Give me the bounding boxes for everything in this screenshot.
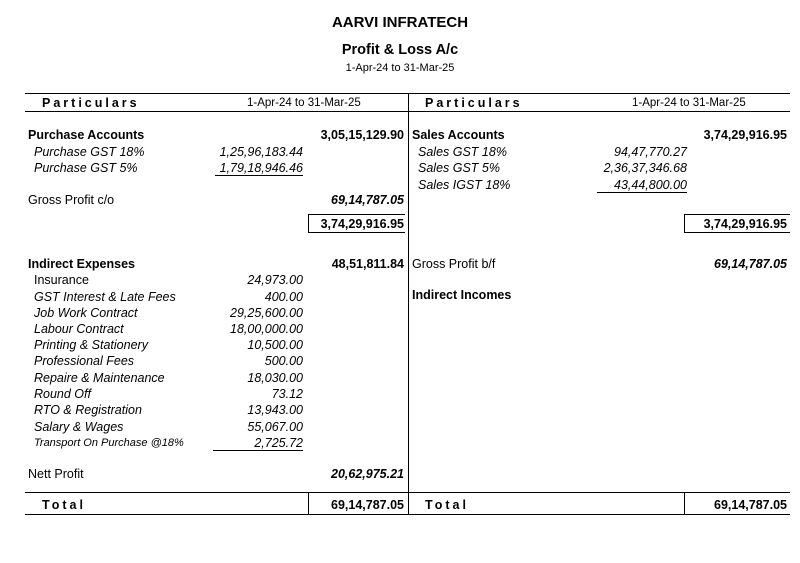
sub-amount: 400.00 — [264, 290, 303, 304]
sub-amount: 13,943.00 — [247, 403, 303, 417]
row-label: Indirect Incomes — [412, 288, 512, 302]
amount: 69,14,787.05 — [331, 193, 404, 207]
row-label: Round Off — [34, 387, 91, 401]
row-label: Sales GST 5% — [418, 161, 500, 175]
total-label: Total — [425, 498, 469, 512]
row-label: Transport On Purchase @18% — [34, 437, 184, 449]
total-label: Total — [42, 498, 86, 512]
sub-amount: 1,25,96,183.44 — [219, 145, 303, 159]
row-label: Salary & Wages — [34, 420, 124, 434]
sub-amount: 1,79,18,946.46 — [219, 161, 303, 175]
row-label: Purchase Accounts — [28, 128, 145, 142]
sub-amount: 2,36,37,346.68 — [603, 161, 687, 175]
column-header: Particulars — [42, 96, 140, 110]
row-label: Professional Fees — [34, 354, 135, 368]
column-header: 1-Apr-24 to 31-Mar-25 — [247, 97, 361, 109]
amount: 3,05,15,129.90 — [320, 128, 404, 142]
sub-amount: 18,030.00 — [247, 371, 303, 385]
sub-amount: 500.00 — [264, 354, 303, 368]
amount: 69,14,787.05 — [714, 257, 787, 271]
total-amount: 69,14,787.05 — [714, 498, 787, 512]
sub-amount: 2,725.72 — [254, 436, 303, 450]
row-label: RTO & Registration — [34, 403, 142, 417]
row-label: Purchase GST 5% — [34, 161, 138, 175]
report-title: Profit & Loss A/c — [341, 42, 459, 58]
sub-amount: 43,44,800.00 — [614, 178, 687, 192]
row-label: Repaire & Maintenance — [34, 371, 165, 385]
row-label: Printing & Stationery — [34, 338, 148, 352]
sub-amount: 73.12 — [271, 387, 303, 401]
sub-amount: 55,067.00 — [247, 420, 303, 434]
sub-amount: 10,500.00 — [247, 338, 303, 352]
subtotal: 3,74,29,916.95 — [703, 217, 787, 231]
amount: 20,62,975.21 — [331, 467, 404, 481]
row-label: Job Work Contract — [34, 306, 138, 320]
row-label: Sales IGST 18% — [418, 178, 511, 192]
row-label: Indirect Expenses — [28, 257, 135, 271]
row-label: Insurance — [34, 273, 89, 287]
row-label: Gross Profit c/o — [28, 193, 115, 207]
company-name: AARVI INFRATECH — [331, 14, 469, 31]
sub-amount: 24,973.00 — [247, 273, 303, 287]
row-label: Sales GST 18% — [418, 145, 507, 159]
sub-amount: 18,00,000.00 — [230, 322, 303, 336]
amount: 48,51,811.84 — [331, 257, 404, 271]
row-label: Purchase GST 18% — [34, 145, 145, 159]
row-label: GST Interest & Late Fees — [34, 290, 176, 304]
row-label: Nett Profit — [28, 467, 84, 481]
row-label: Gross Profit b/f — [412, 257, 496, 271]
subtotal: 3,74,29,916.95 — [320, 217, 404, 231]
row-label: Sales Accounts — [412, 128, 505, 142]
sub-amount: 94,47,770.27 — [614, 145, 687, 159]
column-header: 1-Apr-24 to 31-Mar-25 — [632, 97, 746, 109]
total-amount: 69,14,787.05 — [331, 498, 404, 512]
sub-amount: 29,25,600.00 — [230, 306, 303, 320]
amount: 3,74,29,916.95 — [703, 128, 787, 142]
column-header: Particulars — [425, 96, 523, 110]
row-label: Labour Contract — [34, 322, 124, 336]
report-period: 1-Apr-24 to 31-Mar-25 — [345, 62, 455, 74]
